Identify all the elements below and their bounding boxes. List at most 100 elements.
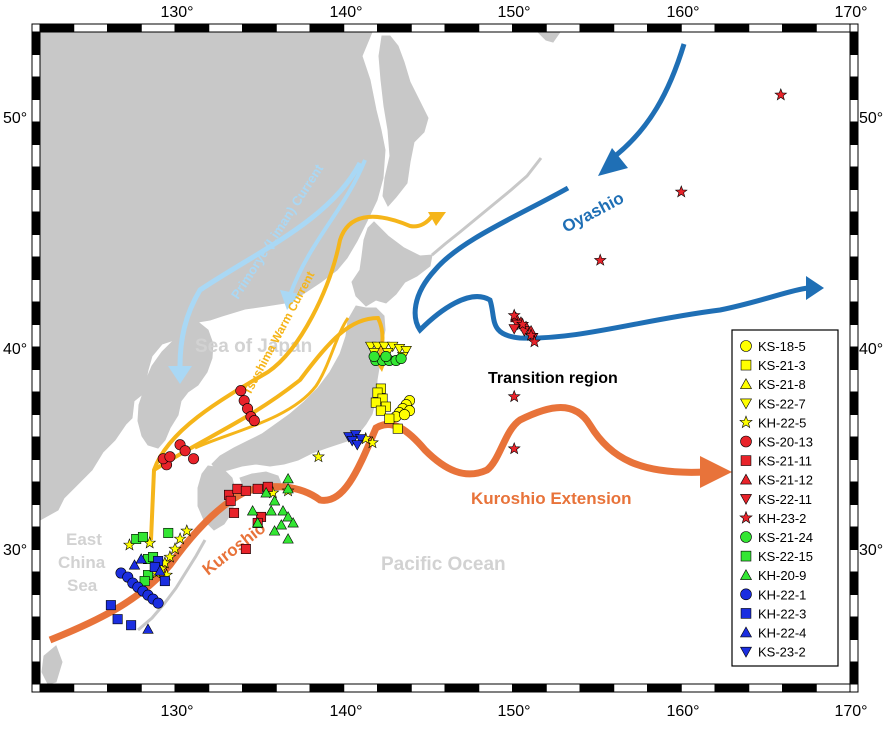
triangle-station-marker — [142, 623, 154, 634]
legend-label: KS-21-3 — [758, 358, 806, 373]
primorye-current-arrow-1 — [177, 161, 363, 367]
frame-segment — [849, 391, 859, 415]
invtriangle-station-marker — [508, 324, 520, 335]
triangle-station-marker — [251, 517, 264, 528]
triangle-station-marker — [260, 487, 272, 498]
left-tick-50: 50° — [3, 110, 27, 127]
frame-segment — [31, 211, 41, 235]
sakhalin-island — [378, 35, 429, 207]
oyashio-upper-arrowhead — [598, 148, 628, 176]
frame-segment — [31, 31, 41, 55]
triangle-station-marker — [268, 495, 281, 506]
taiwan-island — [41, 645, 63, 685]
frame-segment — [680, 23, 716, 33]
frame-segment — [849, 31, 859, 55]
circle-station-marker — [740, 340, 752, 352]
legend-label: KH-22-1 — [758, 587, 806, 602]
circle-station-marker — [152, 597, 164, 609]
square-station-marker — [372, 387, 383, 398]
star-station-marker — [507, 389, 521, 403]
frame-segment — [613, 683, 648, 693]
triangle-station-marker — [282, 473, 294, 484]
tsushima-current-arrowhead-1 — [428, 212, 446, 226]
frame-segment — [512, 23, 547, 33]
frame-segment — [545, 683, 581, 693]
bottom-tick-150: 150° — [497, 703, 530, 720]
star-station-marker — [163, 550, 177, 563]
frame-segment — [849, 594, 859, 618]
legend-label: KS-22-11 — [758, 492, 812, 507]
star-station-marker — [739, 415, 753, 429]
triangle-station-marker — [135, 553, 147, 564]
frame-segment — [579, 683, 615, 693]
frame-segment — [714, 23, 750, 33]
frame-segment — [174, 683, 210, 693]
ryukyu-islands — [137, 539, 207, 632]
triangle-station-marker — [287, 517, 299, 528]
frame-segment — [579, 23, 615, 33]
frame-segment — [849, 504, 859, 528]
triangle-station-marker — [246, 505, 259, 516]
frame-segment — [31, 616, 41, 640]
frame-segment — [782, 683, 817, 693]
frame-segment — [31, 391, 41, 415]
circle-station-marker — [179, 445, 191, 457]
star-station-marker — [739, 510, 753, 524]
square-station-marker — [392, 423, 403, 434]
legend-label: KS-21-8 — [758, 377, 806, 392]
square-station-marker — [375, 405, 386, 416]
kyushu-island — [197, 465, 237, 531]
primorye-current-arrow-2 — [288, 159, 367, 296]
legend-label: KS-23-2 — [758, 645, 806, 660]
frame-segment — [31, 144, 41, 168]
transition-region-label: Transition region — [488, 370, 618, 387]
frame-segment — [849, 54, 859, 78]
korean-peninsula — [137, 321, 214, 449]
frame-segment — [849, 661, 859, 685]
invtriangle-station-marker — [739, 646, 753, 658]
frame-segment — [39, 683, 75, 693]
legend-label: KH-22-4 — [758, 626, 806, 641]
frame-segment — [31, 54, 41, 78]
square-station-marker — [740, 455, 752, 466]
frame-segment — [31, 504, 41, 528]
frame-segment — [647, 683, 682, 693]
tsushima-current-branch-1 — [149, 214, 434, 541]
frame-segment — [31, 369, 41, 393]
frame-segment — [107, 23, 142, 33]
frame-segment — [478, 23, 513, 33]
left-tick-30: 30° — [3, 542, 27, 559]
legend-label: KH-20-9 — [758, 568, 806, 583]
frame-segment — [748, 683, 783, 693]
frame-segment — [748, 23, 783, 33]
primorye-current-arrowhead-2 — [280, 290, 300, 310]
top-tick-160: 160° — [666, 4, 699, 21]
triangle-station-marker — [739, 473, 753, 485]
top-tick-130: 130° — [160, 4, 193, 21]
frame-segment — [31, 481, 41, 505]
frame-segment — [849, 526, 859, 550]
legend-label: KS-21-11 — [758, 454, 812, 469]
east-china-sea-label-2: China — [58, 553, 106, 572]
circle-station-marker — [398, 409, 410, 421]
frame-segment — [31, 324, 41, 348]
frame-segment — [242, 23, 277, 33]
triangle-station-marker — [277, 505, 289, 516]
invtriangle-station-marker — [378, 341, 390, 353]
triangle-station-marker — [154, 565, 166, 576]
invtriangle-station-marker — [400, 346, 412, 357]
star-station-marker — [311, 449, 325, 463]
square-station-marker — [240, 544, 251, 554]
sea-of-japan-label: Sea of Japan — [195, 336, 312, 357]
frame-segment — [849, 144, 859, 168]
kuroshio-extension-label: Kuroshio Extension — [471, 489, 632, 508]
square-station-marker — [163, 527, 174, 538]
star-station-marker — [674, 185, 688, 198]
square-station-marker — [370, 397, 381, 408]
frame-segment — [849, 76, 859, 100]
east-china-sea-label-1: East — [66, 530, 102, 549]
frame-segment — [849, 346, 859, 370]
square-station-marker — [252, 483, 263, 494]
frame-segment — [39, 23, 75, 33]
frame-segment — [31, 414, 41, 438]
